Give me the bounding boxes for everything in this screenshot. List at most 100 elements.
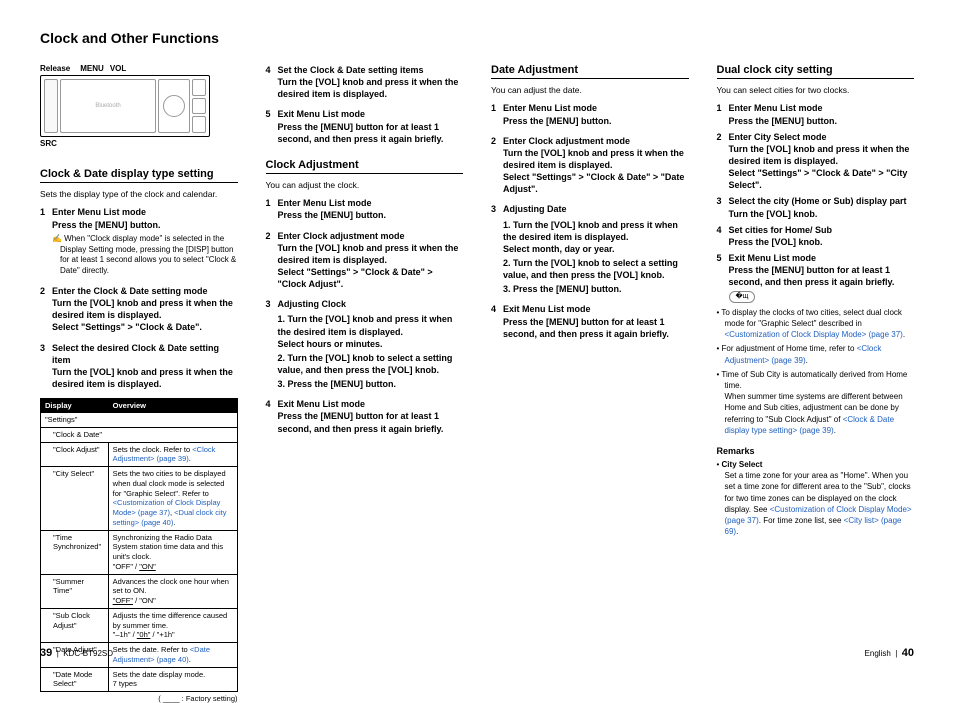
step-title: Enter Menu List mode — [278, 197, 464, 209]
steps-clock-adj: Enter Menu List mode Press the [MENU] bu… — [266, 197, 464, 434]
section-head-dual-clock: Dual clock city setting — [717, 64, 915, 79]
columns: Release MENU VOL Bluetooth SRC Clock & D… — [40, 64, 914, 703]
table-cell: "City Select" — [41, 467, 109, 531]
step-title: Enter Menu List mode — [52, 206, 238, 218]
step-title: Set the Clock & Date setting items — [278, 64, 464, 76]
step-note: ✍ When "Clock display mode" is selected … — [52, 234, 238, 277]
step-4: Set cities for Home/ Sub Press the [VOL]… — [717, 224, 915, 248]
step-4: Exit Menu List mode Press the [MENU] but… — [491, 303, 689, 339]
section-intro: You can adjust the date. — [491, 85, 689, 96]
step-body: Turn the [VOL] knob and press it when th… — [52, 366, 238, 390]
table-cell: "Sub Clock Adjust" — [41, 608, 109, 642]
step-3: Select the city (Home or Sub) display pa… — [717, 195, 915, 219]
col-1: Release MENU VOL Bluetooth SRC Clock & D… — [40, 64, 238, 703]
substeps: 1. Turn the [VOL] knob and press it when… — [278, 313, 464, 390]
section-head-date-adj: Date Adjustment — [491, 64, 689, 79]
step-title: Adjusting Date — [503, 203, 689, 215]
col-2: Set the Clock & Date setting items Turn … — [266, 64, 464, 703]
col-3: Date Adjustment You can adjust the date.… — [491, 64, 689, 703]
step-title: Enter Menu List mode — [729, 102, 915, 114]
table-cell: Advances the clock one hour when set to … — [108, 574, 237, 608]
device-diagram: Bluetooth — [40, 75, 210, 137]
label-vol: VOL — [110, 64, 126, 73]
step-3: Adjusting Date 1. Turn the [VOL] knob an… — [491, 203, 689, 295]
step-select: Select "Settings" > "Clock & Date" > "Cl… — [278, 266, 464, 290]
step-title: Exit Menu List mode — [503, 303, 689, 315]
step-body: Turn the [VOL] knob and press it when th… — [278, 76, 464, 100]
info-bullet: • Time of Sub City is automatically deri… — [717, 369, 915, 436]
step-1: Enter Menu List mode Press the [MENU] bu… — [717, 102, 915, 126]
steps-date-adj: Enter Menu List mode Press the [MENU] bu… — [491, 102, 689, 339]
step-1: Enter Menu List mode Press the [MENU] bu… — [40, 206, 238, 276]
section-head-clockdate-type: Clock & Date display type setting — [40, 168, 238, 183]
th-overview: Overview — [108, 399, 237, 413]
step-title: Select the desired Clock & Date setting … — [52, 342, 238, 366]
substep: 2. Turn the [VOL] knob to select a setti… — [278, 352, 464, 376]
step-5: Exit Menu List mode Press the [MENU] but… — [266, 108, 464, 144]
step-body: Press the [VOL] knob. — [729, 236, 915, 248]
step-title: Set cities for Home/ Sub — [729, 224, 915, 236]
table-cell: Sets the two cities to be displayed when… — [108, 467, 237, 531]
step-body: Press the [MENU] button for at least 1 s… — [278, 410, 464, 434]
substeps: 1. Turn the [VOL] knob and press it when… — [503, 219, 689, 296]
table-row: "Settings" — [41, 413, 238, 428]
table-row: "Clock & Date" — [41, 427, 238, 442]
step-3: Adjusting Clock 1. Turn the [VOL] knob a… — [266, 298, 464, 390]
th-display: Display — [41, 399, 109, 413]
table-cell: "Summer Time" — [41, 574, 109, 608]
device-right-buttons — [192, 79, 206, 133]
step-body: Press the [MENU] button for at least 1 s… — [729, 264, 915, 288]
step-4: Exit Menu List mode Press the [MENU] but… — [266, 398, 464, 434]
step-select: Select "Settings" > "Clock & Date". — [52, 321, 238, 333]
table-cell: "Time Synchronized" — [41, 530, 109, 574]
label-release: Release — [40, 64, 70, 73]
step-title: Enter City Select mode — [729, 131, 915, 143]
step-title: Enter Menu List mode — [503, 102, 689, 114]
step-select: Select "Settings" > "Clock & Date" > "Ci… — [729, 167, 915, 191]
device-screen: Bluetooth — [60, 79, 156, 133]
step-body: Press the [MENU] button for at least 1 s… — [278, 121, 464, 145]
table-cell: "Clock Adjust" — [41, 442, 109, 467]
steps-dual-clock: Enter Menu List mode Press the [MENU] bu… — [717, 102, 915, 302]
step-title: Exit Menu List mode — [278, 108, 464, 120]
col-4: Dual clock city setting You can select c… — [717, 64, 915, 703]
step-title: Exit Menu List mode — [729, 252, 915, 264]
step-body: Press the [MENU] button for at least 1 s… — [503, 316, 689, 340]
device-left-button — [44, 79, 58, 133]
substep: 1. Turn the [VOL] knob and press it when… — [278, 313, 464, 349]
device-labels: Release MENU VOL — [40, 64, 238, 73]
table-cell: Adjusts the time difference caused by su… — [108, 608, 237, 642]
step-title: Enter Clock adjustment mode — [503, 135, 689, 147]
table-cell: Sets the clock. Refer to <Clock Adjustme… — [108, 442, 237, 467]
section-intro: You can select cities for two clocks. — [717, 85, 915, 96]
remark-item: • City Select Set a time zone for your a… — [717, 459, 915, 537]
step-2: Enter Clock adjustment mode Turn the [VO… — [266, 230, 464, 291]
substep: 1. Turn the [VOL] knob and press it when… — [503, 219, 689, 255]
step-2: Enter the Clock & Date setting mode Turn… — [40, 285, 238, 334]
step-1: Enter Menu List mode Press the [MENU] bu… — [266, 197, 464, 221]
steps-continued: Set the Clock & Date setting items Turn … — [266, 64, 464, 145]
step-title: Adjusting Clock — [278, 298, 464, 310]
remarks-list: • City Select Set a time zone for your a… — [717, 459, 915, 537]
step-5: Exit Menu List mode Press the [MENU] but… — [717, 252, 915, 303]
step-1: Enter Menu List mode Press the [MENU] bu… — [491, 102, 689, 126]
device-right-btn — [192, 98, 206, 115]
table-cell: Sets the date display mode. 7 types — [108, 667, 237, 692]
footer: 39 | KDC-BT92SD English | 40 — [40, 647, 914, 659]
table-cell: Synchronizing the Radio Data System stat… — [108, 530, 237, 574]
step-body: Press the [MENU] button. — [278, 209, 464, 221]
remarks-head: Remarks — [717, 446, 915, 456]
step-2: Enter City Select mode Turn the [VOL] kn… — [717, 131, 915, 192]
step-select: Select "Settings" > "Clock & Date" > "Da… — [503, 171, 689, 195]
info-bullet: • To display the clocks of two cities, s… — [717, 307, 915, 341]
step-body: Press the [MENU] button. — [503, 115, 689, 127]
table-footnote: ( ____ : Factory setting) — [40, 694, 238, 703]
footer-right: English | 40 — [865, 647, 914, 659]
substep: 3. Press the [MENU] button. — [503, 283, 689, 295]
table-cell: "Date Mode Select" — [41, 667, 109, 692]
label-src: SRC — [40, 139, 238, 148]
step-body: Turn the [VOL] knob and press it when th… — [52, 297, 238, 321]
info-bullets: • To display the clocks of two cities, s… — [717, 307, 915, 436]
step-2: Enter Clock adjustment mode Turn the [VO… — [491, 135, 689, 196]
step-body: Turn the [VOL] knob and press it when th… — [503, 147, 689, 171]
